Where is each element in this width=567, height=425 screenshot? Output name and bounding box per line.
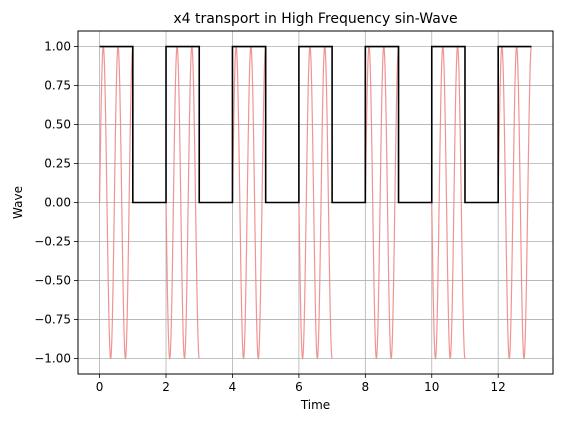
x-tick-label: 10 [424,380,439,394]
y-tick-label: 0.00 [44,196,71,210]
sine-wave-segment [98,45,134,360]
y-tick-label: −0.25 [34,234,71,248]
sine-wave-segment [497,45,532,360]
y-tick-label: −0.50 [34,273,71,287]
sine-wave-segment [298,45,333,360]
series-layer [98,45,532,360]
tick-layer: 0 2 4 6 8 10 12 1.00 0.75 0.50 0.25 0.00 −0.25 −0.50 −… [34,40,506,394]
y-tick-label: −1.00 [34,351,71,365]
y-tick-label: 0.50 [44,118,71,132]
sine-wave-segment [165,45,200,360]
x-tick-label: 0 [96,380,104,394]
square-wave-line [99,45,532,204]
chart-title: x4 transport in High Frequency sin-Wave [173,11,457,27]
y-tick-label: 1.00 [44,40,71,54]
sine-wave-segment [431,45,466,360]
x-tick-label: 8 [362,380,370,394]
x-tick-label: 2 [162,380,170,394]
y-tick-label: −0.75 [34,312,71,326]
x-tick-label: 12 [491,380,506,394]
sine-wave-segment [364,45,400,360]
y-tick-label: 0.25 [44,157,71,171]
y-tick-label: 0.75 [44,79,71,93]
sine-wave-segment [231,45,267,360]
x-axis-title: Time [300,398,330,412]
x-tick-label: 4 [229,380,237,394]
x-tick-label: 6 [295,380,303,394]
y-axis-title: Wave [11,186,25,219]
